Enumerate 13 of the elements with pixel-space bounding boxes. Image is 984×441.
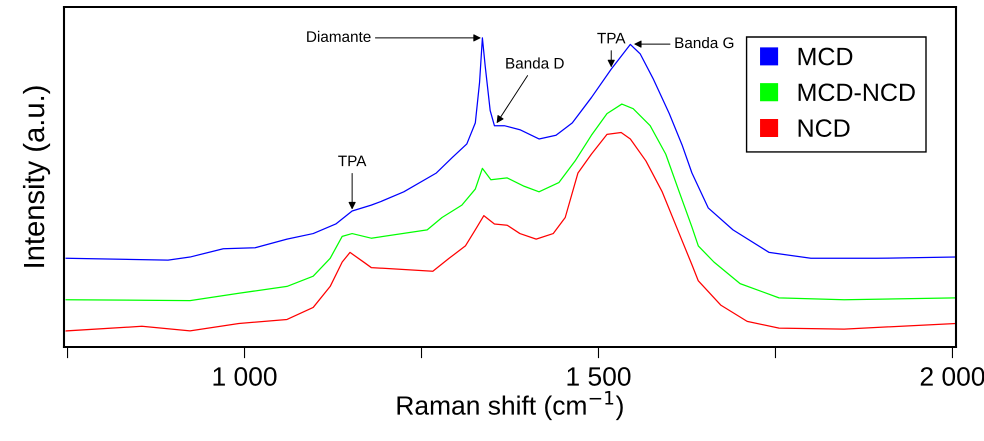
annotation: TPA [338,156,366,166]
x-axis-title: Raman shift (cm$^{−1}$) [398,391,623,420]
legend-label: NCD [798,119,850,137]
legend-label: MCD [798,48,852,66]
annotation: Diamante [307,30,371,42]
y-axis-title: Intensity (a.u.) [22,86,50,267]
x-tick-label: 2 000 [920,367,984,386]
annotation: Banda D [506,57,564,69]
annotation: Banda G [675,36,734,48]
legend-label: MCD-NCD [798,83,915,102]
x-tick-label: 1 000 [214,367,277,386]
x-tick-label: 1 500 [567,367,630,386]
annotation: TPA [597,32,626,44]
